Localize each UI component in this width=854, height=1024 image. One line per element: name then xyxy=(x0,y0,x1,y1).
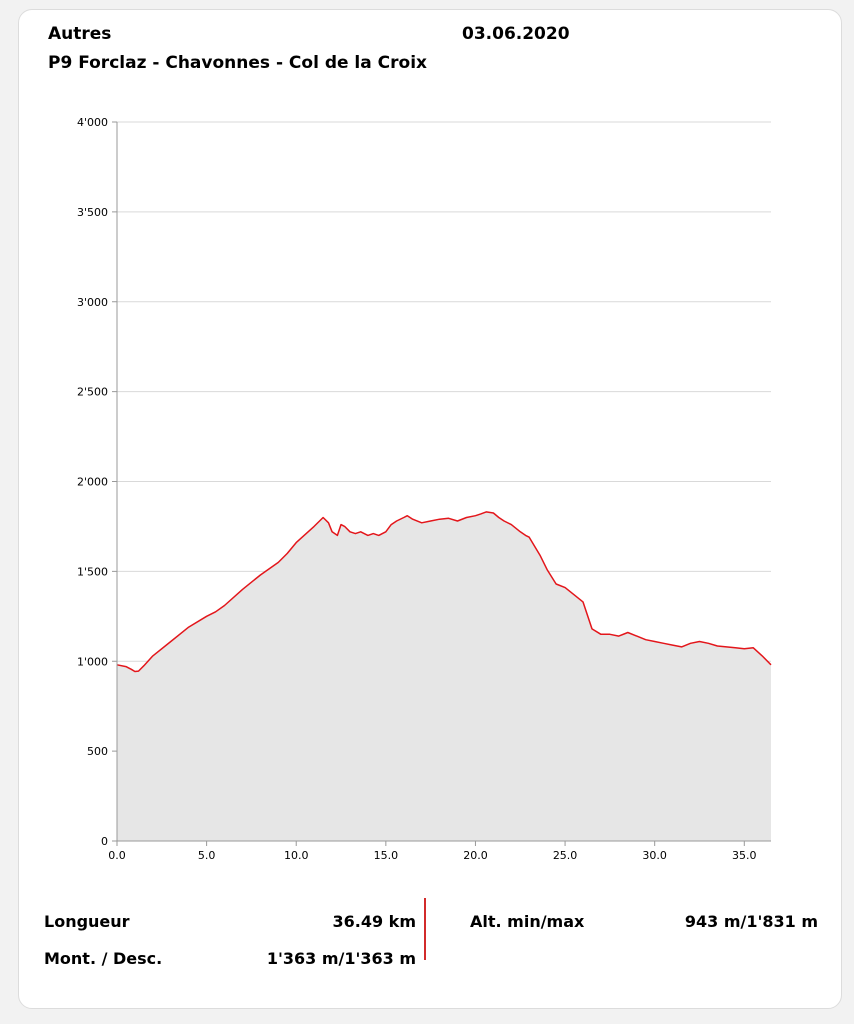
y-tick-label: 0 xyxy=(101,835,108,848)
elevation-line xyxy=(116,511,772,673)
length-value: 36.49 km xyxy=(332,912,417,931)
altitude-minmax-label: Alt. min/max xyxy=(470,912,585,931)
chart-area-layer xyxy=(116,511,772,841)
x-tick-label: 35.0 xyxy=(732,849,757,862)
x-tick-label: 30.0 xyxy=(642,849,667,862)
length-label: Longueur xyxy=(44,912,130,931)
x-tick-label: 10.0 xyxy=(284,849,309,862)
y-tick-label: 500 xyxy=(87,745,108,758)
y-tick-label: 4'000 xyxy=(77,116,108,129)
ascent-descent-value: 1'363 m/1'363 m xyxy=(266,949,416,968)
y-tick-label: 1'000 xyxy=(77,655,108,668)
activity-date: 03.06.2020 xyxy=(462,24,570,44)
y-tick-label: 2'500 xyxy=(77,386,108,399)
route-title: P9 Forclaz - Chavonnes - Col de la Croix xyxy=(48,53,427,73)
x-tick-label: 25.0 xyxy=(553,849,578,862)
activity-category: Autres xyxy=(48,24,112,44)
y-tick-label: 1'500 xyxy=(77,565,108,578)
x-tick-label: 5.0 xyxy=(198,849,216,862)
x-tick-label: 20.0 xyxy=(463,849,488,862)
profile-card xyxy=(18,9,842,1009)
chart-tick-labels: 0 500 1'000 1'500 2'000 2'500 3'000 3'500 4'000 0… xyxy=(77,116,757,862)
elevation-profile-chart: 0 500 1'000 1'500 2'000 2'500 3'000 3'500 4'000 0… xyxy=(77,116,772,862)
ascent-descent-label: Mont. / Desc. xyxy=(44,949,163,968)
altitude-minmax-value: 943 m/1'831 m xyxy=(684,912,818,931)
y-tick-label: 2'000 xyxy=(77,476,108,489)
elevation-area xyxy=(117,511,771,841)
y-tick-label: 3'500 xyxy=(77,206,108,219)
x-tick-label: 0.0 xyxy=(108,849,126,862)
stats-divider xyxy=(424,898,426,960)
x-tick-label: 15.0 xyxy=(374,849,399,862)
chart-axes xyxy=(112,121,771,846)
y-tick-label: 3'000 xyxy=(77,296,108,309)
